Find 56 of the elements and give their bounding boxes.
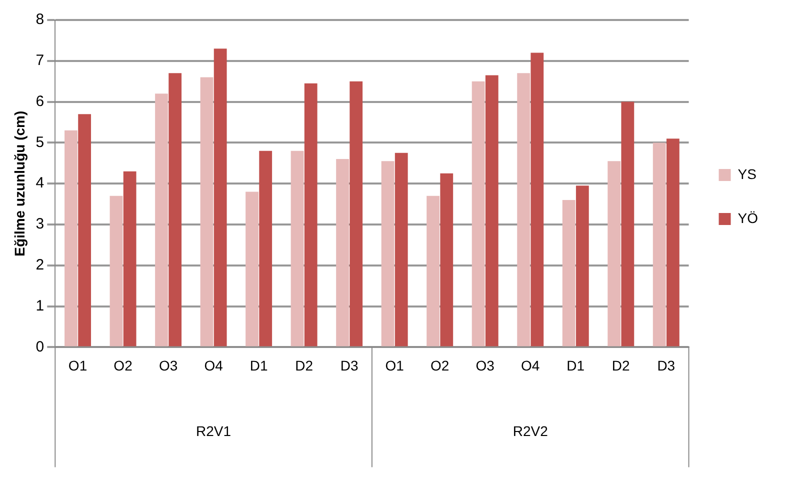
- x-tick-label: O1: [385, 357, 404, 374]
- bar: [155, 94, 168, 346]
- y-tick-label: 6: [36, 92, 44, 110]
- bar: [472, 81, 485, 346]
- bar: [394, 152, 408, 346]
- bar: [530, 52, 544, 346]
- y-tick-label: 5: [36, 134, 44, 151]
- y-axis-title: Eğilme uzunluğu (cm): [11, 110, 28, 256]
- bar: [440, 173, 454, 346]
- y-tick-label: 3: [36, 216, 44, 233]
- y-tick-label: 0: [36, 338, 44, 356]
- y-tick-label: 7: [36, 52, 44, 70]
- y-tick-label: 8: [36, 11, 44, 28]
- bar: [576, 186, 589, 346]
- bar: [336, 159, 349, 346]
- x-tick-label: D3: [340, 357, 358, 374]
- bar: [64, 130, 78, 346]
- bar: [259, 150, 272, 346]
- text: R2V2: [512, 423, 548, 440]
- x-tick-label: O4: [204, 357, 224, 374]
- y-tick-label: 1: [36, 297, 44, 314]
- x-tick-label: D2: [295, 357, 314, 374]
- bar: [517, 73, 530, 346]
- bar: [666, 138, 680, 346]
- bar: [110, 196, 123, 346]
- bar: [214, 48, 227, 346]
- text: R2V1: [196, 423, 232, 440]
- bar: [246, 192, 258, 346]
- x-tick-label: D1: [566, 357, 585, 374]
- x-tick-label: O4: [521, 357, 540, 374]
- x-tick-label: O2: [430, 357, 450, 374]
- bar: [485, 75, 498, 346]
- x-tick-label: O3: [476, 357, 495, 374]
- bar: [200, 77, 214, 346]
- bar: [123, 171, 136, 346]
- y-tick-label: 2: [36, 256, 44, 274]
- bar: [652, 142, 666, 346]
- bar: [168, 73, 182, 346]
- bar: [350, 81, 363, 346]
- bar: [562, 200, 576, 346]
- bar: [78, 114, 92, 346]
- x-tick-label: O1: [68, 357, 88, 374]
- bar: [621, 102, 634, 346]
- x-tick-label: D2: [612, 357, 630, 374]
- bar: [304, 83, 318, 346]
- y-tick-label: 4: [36, 174, 44, 192]
- x-tick-label: D3: [657, 357, 676, 374]
- bar: [381, 161, 394, 346]
- legend-label: YS: [738, 166, 756, 182]
- bar: [290, 150, 304, 346]
- bar: [608, 161, 621, 346]
- x-tick-label: O2: [114, 357, 133, 374]
- x-tick-label: D1: [250, 357, 268, 374]
- legend-label: YÖ: [738, 210, 758, 226]
- x-tick-label: O3: [158, 357, 178, 374]
- bar: [426, 196, 440, 346]
